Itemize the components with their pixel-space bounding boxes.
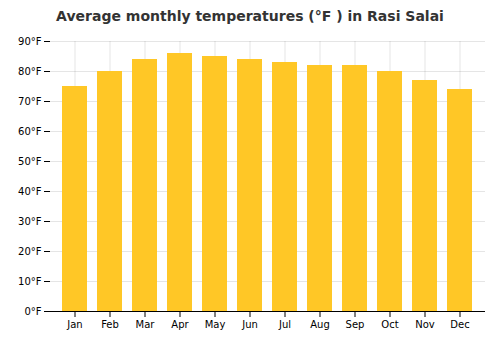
svg-text:10°F: 10°F xyxy=(18,276,42,287)
svg-text:Oct: Oct xyxy=(381,319,398,330)
svg-text:70°F: 70°F xyxy=(18,96,42,107)
svg-text:Mar: Mar xyxy=(136,319,156,330)
svg-text:40°F: 40°F xyxy=(18,186,42,197)
svg-text:May: May xyxy=(205,319,226,330)
svg-text:Jan: Jan xyxy=(66,319,82,330)
svg-text:Feb: Feb xyxy=(101,319,119,330)
svg-text:60°F: 60°F xyxy=(18,126,42,137)
svg-text:50°F: 50°F xyxy=(18,156,42,167)
svg-text:0°F: 0°F xyxy=(24,306,41,317)
svg-text:30°F: 30°F xyxy=(18,216,42,227)
svg-text:Apr: Apr xyxy=(171,319,189,330)
svg-text:Dec: Dec xyxy=(450,319,469,330)
svg-text:90°F: 90°F xyxy=(18,36,42,47)
svg-text:Jun: Jun xyxy=(241,319,258,330)
svg-text:Jul: Jul xyxy=(278,319,291,330)
html-text:Average monthly temperatures (: Average monthly temperatures (°F ) in Ra… xyxy=(56,8,444,24)
svg-text:Nov: Nov xyxy=(415,319,435,330)
svg-text:Sep: Sep xyxy=(346,319,365,330)
svg-text:80°F: 80°F xyxy=(18,66,42,77)
svg-text:Aug: Aug xyxy=(310,319,330,330)
svg-text:20°F: 20°F xyxy=(18,246,42,257)
